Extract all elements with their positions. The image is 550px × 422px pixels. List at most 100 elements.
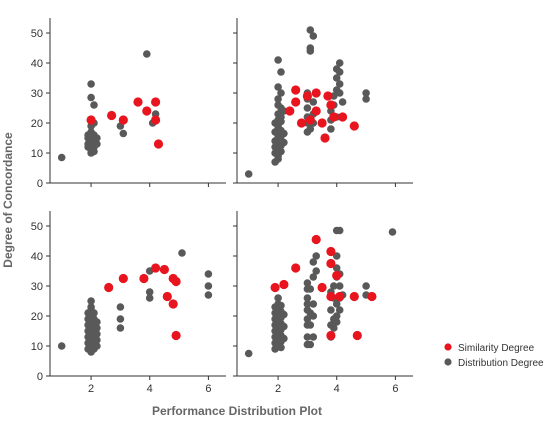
legend-swatch-distribution: [444, 358, 452, 366]
point-similarity-degree: [151, 263, 161, 273]
point-distribution-degree: [244, 170, 253, 178]
point-similarity-degree: [326, 246, 336, 257]
point-similarity-degree: [352, 330, 362, 341]
point-distribution-degree: [204, 282, 213, 290]
point-similarity-degree: [133, 97, 143, 107]
point-distribution-degree: [87, 93, 95, 102]
point-distribution-degree: [145, 294, 154, 302]
point-similarity-degree: [311, 88, 321, 98]
point-distribution-degree: [280, 334, 288, 343]
y-tick-label: 10: [31, 148, 43, 160]
point-distribution-degree: [362, 95, 370, 103]
point-distribution-degree: [309, 312, 318, 320]
point-distribution-degree: [244, 349, 253, 358]
point-distribution-degree: [327, 125, 335, 133]
legend-swatch-similarity: [444, 343, 452, 351]
point-distribution-degree: [309, 333, 318, 341]
point-similarity-degree: [326, 100, 336, 110]
point-distribution-degree: [388, 228, 397, 236]
point-similarity-degree: [86, 115, 96, 125]
y-tick-label: 20: [31, 118, 43, 130]
point-similarity-degree: [326, 291, 336, 302]
point-distribution-degree: [303, 279, 312, 287]
point-similarity-degree: [153, 139, 164, 149]
point-similarity-degree: [285, 106, 295, 116]
x-tick-label: 6: [205, 383, 211, 395]
legend-item-similarity: Similarity Degree: [444, 343, 535, 354]
point-distribution-degree: [145, 288, 154, 296]
point-distribution-degree: [178, 249, 186, 257]
point-distribution-degree: [119, 129, 128, 138]
point-distribution-degree: [327, 306, 335, 314]
point-distribution-degree: [335, 306, 344, 314]
point-similarity-degree: [171, 276, 181, 287]
point-similarity-degree: [326, 258, 336, 269]
point-distribution-degree: [335, 226, 344, 235]
legend-item-distribution: Distribution Degree: [444, 358, 544, 369]
point-distribution-degree: [280, 138, 288, 147]
point-distribution-degree: [277, 68, 285, 76]
scatter-panel-1-1: 0 10 20 30 40 50: [31, 18, 226, 190]
point-distribution-degree: [332, 318, 341, 326]
legend: Similarity Degree Distribution Degree: [444, 343, 544, 369]
y-tick-label: 20: [31, 311, 43, 323]
point-distribution-degree: [93, 330, 101, 338]
point-distribution-degree: [57, 153, 66, 162]
point-distribution-degree: [303, 333, 312, 341]
point-distribution-degree: [362, 89, 370, 97]
point-similarity-degree: [171, 330, 181, 341]
point-distribution-degree: [280, 310, 288, 319]
point-distribution-degree: [87, 303, 95, 311]
point-similarity-degree: [279, 279, 289, 290]
point-distribution-degree: [338, 98, 347, 106]
point-distribution-degree: [277, 147, 285, 156]
scatter-panel-2-2: 2 4 6: [233, 211, 413, 395]
y-tick-label: 40: [31, 58, 43, 70]
point-distribution-degree: [116, 303, 125, 311]
point-distribution-degree: [306, 125, 315, 133]
point-similarity-degree: [311, 234, 321, 245]
point-distribution-degree: [274, 56, 282, 64]
point-similarity-degree: [296, 118, 307, 128]
point-distribution-degree: [116, 324, 125, 332]
point-similarity-degree: [151, 115, 161, 125]
point-distribution-degree: [332, 74, 341, 82]
point-distribution-degree: [306, 285, 315, 293]
y-tick-label: 50: [31, 28, 43, 40]
point-similarity-degree: [367, 291, 377, 302]
point-similarity-degree: [118, 273, 128, 284]
point-distribution-degree: [93, 318, 101, 326]
point-distribution-degree: [306, 321, 315, 329]
point-similarity-degree: [168, 299, 178, 309]
point-similarity-degree: [291, 263, 301, 273]
point-distribution-degree: [330, 324, 338, 332]
point-distribution-degree: [306, 47, 315, 55]
point-similarity-degree: [329, 112, 339, 122]
point-distribution-degree: [362, 282, 370, 290]
point-similarity-degree: [317, 118, 327, 128]
point-distribution-degree: [93, 140, 101, 148]
y-tick-label: 30: [31, 88, 43, 100]
point-distribution-degree: [277, 343, 285, 352]
point-distribution-degree: [274, 294, 282, 302]
point-distribution-degree: [274, 83, 282, 91]
point-distribution-degree: [303, 294, 312, 302]
point-similarity-degree: [142, 106, 152, 116]
point-distribution-degree: [312, 252, 321, 260]
point-distribution-degree: [335, 59, 344, 67]
x-tick-label: 4: [147, 383, 153, 395]
point-distribution-degree: [93, 134, 101, 142]
point-distribution-degree: [274, 95, 282, 103]
point-distribution-degree: [87, 297, 95, 305]
point-distribution-degree: [93, 342, 101, 350]
point-distribution-degree: [335, 89, 344, 97]
x-tick-label: 2: [88, 383, 94, 395]
point-distribution-degree: [335, 80, 344, 88]
point-similarity-degree: [302, 91, 312, 101]
point-distribution-degree: [57, 342, 66, 350]
point-similarity-degree: [326, 330, 336, 341]
point-similarity-degree: [291, 97, 301, 107]
y-tick-label: 0: [37, 178, 43, 190]
point-similarity-degree: [139, 273, 149, 284]
